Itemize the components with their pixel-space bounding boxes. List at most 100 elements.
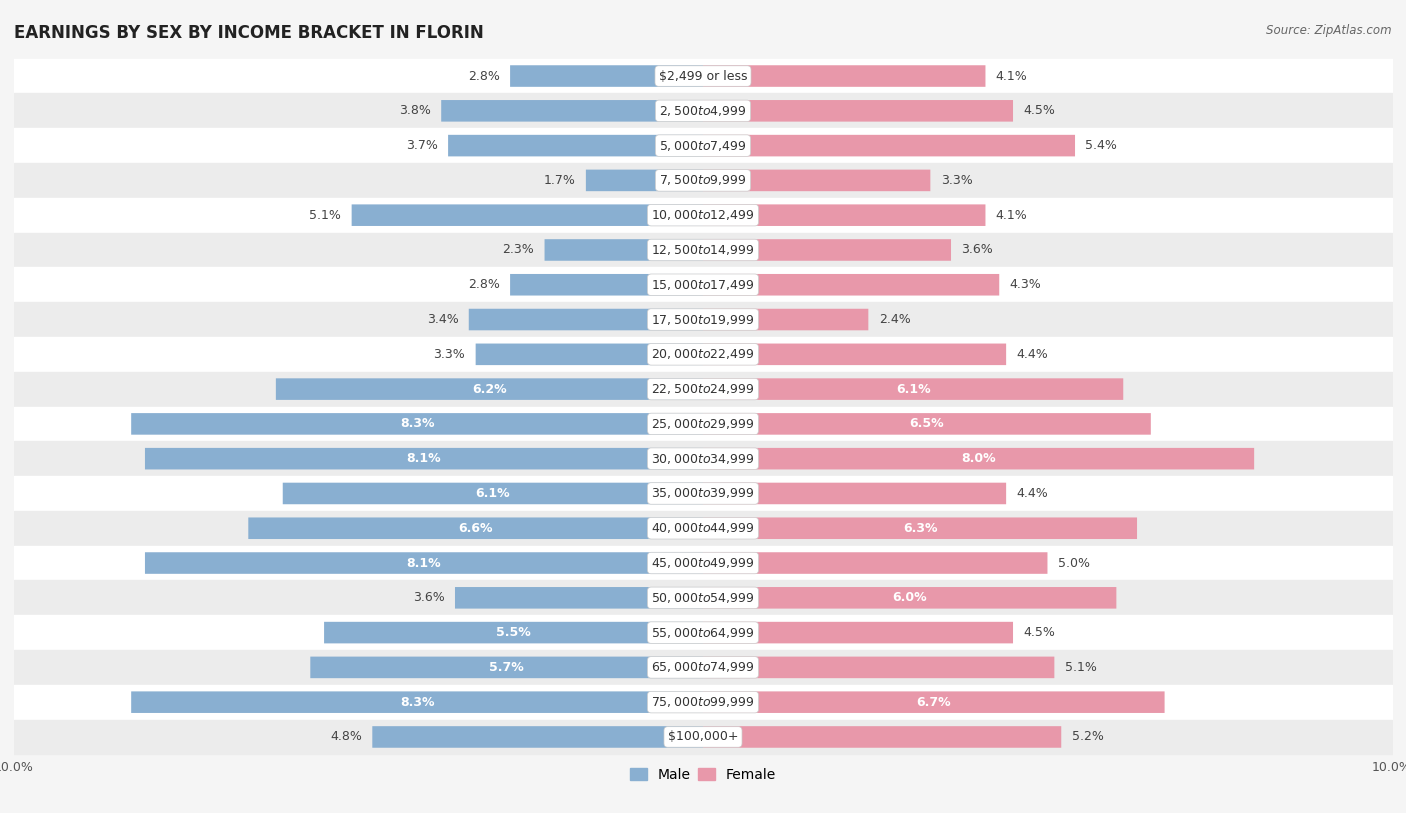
Text: 3.7%: 3.7% (406, 139, 437, 152)
Text: $15,000 to $17,499: $15,000 to $17,499 (651, 278, 755, 292)
Text: $50,000 to $54,999: $50,000 to $54,999 (651, 591, 755, 605)
Legend: Male, Female: Male, Female (624, 763, 782, 788)
FancyBboxPatch shape (283, 483, 703, 504)
FancyBboxPatch shape (449, 135, 703, 156)
FancyBboxPatch shape (441, 100, 703, 122)
Text: $65,000 to $74,999: $65,000 to $74,999 (651, 660, 755, 675)
FancyBboxPatch shape (703, 344, 1007, 365)
FancyBboxPatch shape (249, 517, 703, 539)
FancyBboxPatch shape (703, 65, 986, 87)
FancyBboxPatch shape (703, 552, 1047, 574)
FancyBboxPatch shape (703, 622, 1012, 643)
Text: $40,000 to $44,999: $40,000 to $44,999 (651, 521, 755, 535)
FancyBboxPatch shape (475, 344, 703, 365)
Text: 4.5%: 4.5% (1024, 104, 1056, 117)
Text: 3.4%: 3.4% (426, 313, 458, 326)
Text: $2,499 or less: $2,499 or less (659, 70, 747, 83)
Text: $45,000 to $49,999: $45,000 to $49,999 (651, 556, 755, 570)
Text: 5.1%: 5.1% (1064, 661, 1097, 674)
Text: $25,000 to $29,999: $25,000 to $29,999 (651, 417, 755, 431)
Text: $55,000 to $64,999: $55,000 to $64,999 (651, 625, 755, 640)
Text: 6.7%: 6.7% (917, 696, 950, 709)
FancyBboxPatch shape (544, 239, 703, 261)
FancyBboxPatch shape (131, 413, 703, 435)
Text: 2.8%: 2.8% (468, 70, 499, 83)
Text: $20,000 to $22,499: $20,000 to $22,499 (651, 347, 755, 361)
Text: 6.1%: 6.1% (896, 383, 931, 396)
FancyBboxPatch shape (703, 587, 1116, 609)
Text: $10,000 to $12,499: $10,000 to $12,499 (651, 208, 755, 222)
Text: 4.4%: 4.4% (1017, 487, 1049, 500)
Text: 6.0%: 6.0% (893, 591, 927, 604)
FancyBboxPatch shape (703, 309, 869, 330)
Text: 6.5%: 6.5% (910, 417, 945, 430)
FancyBboxPatch shape (703, 239, 950, 261)
Text: 4.1%: 4.1% (995, 70, 1028, 83)
Text: $75,000 to $99,999: $75,000 to $99,999 (651, 695, 755, 709)
Text: 4.5%: 4.5% (1024, 626, 1056, 639)
Text: 2.4%: 2.4% (879, 313, 911, 326)
Text: 5.7%: 5.7% (489, 661, 524, 674)
FancyBboxPatch shape (468, 309, 703, 330)
FancyBboxPatch shape (323, 622, 703, 643)
Text: 5.5%: 5.5% (496, 626, 531, 639)
Text: 6.1%: 6.1% (475, 487, 510, 500)
Text: 8.3%: 8.3% (399, 696, 434, 709)
Text: 6.2%: 6.2% (472, 383, 506, 396)
FancyBboxPatch shape (703, 448, 1254, 469)
FancyBboxPatch shape (145, 448, 703, 469)
Text: $17,500 to $19,999: $17,500 to $19,999 (651, 312, 755, 327)
Text: 5.2%: 5.2% (1071, 730, 1104, 743)
FancyBboxPatch shape (311, 657, 703, 678)
FancyBboxPatch shape (703, 483, 1007, 504)
Text: 8.1%: 8.1% (406, 452, 441, 465)
FancyBboxPatch shape (510, 274, 703, 296)
FancyBboxPatch shape (276, 378, 703, 400)
FancyBboxPatch shape (703, 517, 1137, 539)
Text: EARNINGS BY SEX BY INCOME BRACKET IN FLORIN: EARNINGS BY SEX BY INCOME BRACKET IN FLO… (14, 24, 484, 42)
Text: 3.6%: 3.6% (413, 591, 444, 604)
FancyBboxPatch shape (352, 204, 703, 226)
FancyBboxPatch shape (703, 378, 1123, 400)
FancyBboxPatch shape (131, 691, 703, 713)
Text: 6.3%: 6.3% (903, 522, 938, 535)
FancyBboxPatch shape (510, 65, 703, 87)
Text: 4.3%: 4.3% (1010, 278, 1042, 291)
FancyBboxPatch shape (703, 413, 1152, 435)
Text: 4.1%: 4.1% (995, 209, 1028, 222)
FancyBboxPatch shape (145, 552, 703, 574)
FancyBboxPatch shape (586, 170, 703, 191)
Text: $30,000 to $34,999: $30,000 to $34,999 (651, 452, 755, 466)
Text: 8.0%: 8.0% (962, 452, 995, 465)
FancyBboxPatch shape (456, 587, 703, 609)
Text: $2,500 to $4,999: $2,500 to $4,999 (659, 104, 747, 118)
FancyBboxPatch shape (703, 726, 1062, 748)
Text: $22,500 to $24,999: $22,500 to $24,999 (651, 382, 755, 396)
FancyBboxPatch shape (703, 100, 1012, 122)
Text: 3.3%: 3.3% (433, 348, 465, 361)
Text: 4.4%: 4.4% (1017, 348, 1049, 361)
Text: 3.3%: 3.3% (941, 174, 973, 187)
Text: 3.8%: 3.8% (399, 104, 430, 117)
FancyBboxPatch shape (373, 726, 703, 748)
Text: 8.3%: 8.3% (399, 417, 434, 430)
Text: 6.6%: 6.6% (458, 522, 494, 535)
Text: 1.7%: 1.7% (544, 174, 575, 187)
Text: 8.1%: 8.1% (406, 557, 441, 570)
Text: 5.0%: 5.0% (1057, 557, 1090, 570)
FancyBboxPatch shape (703, 135, 1076, 156)
FancyBboxPatch shape (703, 657, 1054, 678)
Text: Source: ZipAtlas.com: Source: ZipAtlas.com (1267, 24, 1392, 37)
FancyBboxPatch shape (703, 170, 931, 191)
Text: 3.6%: 3.6% (962, 243, 993, 256)
Text: $35,000 to $39,999: $35,000 to $39,999 (651, 486, 755, 501)
Text: $12,500 to $14,999: $12,500 to $14,999 (651, 243, 755, 257)
FancyBboxPatch shape (703, 204, 986, 226)
Text: 4.8%: 4.8% (330, 730, 361, 743)
Text: $100,000+: $100,000+ (668, 730, 738, 743)
Text: $7,500 to $9,999: $7,500 to $9,999 (659, 173, 747, 188)
Text: 5.1%: 5.1% (309, 209, 342, 222)
FancyBboxPatch shape (703, 691, 1164, 713)
Text: 2.8%: 2.8% (468, 278, 499, 291)
Text: $5,000 to $7,499: $5,000 to $7,499 (659, 138, 747, 153)
